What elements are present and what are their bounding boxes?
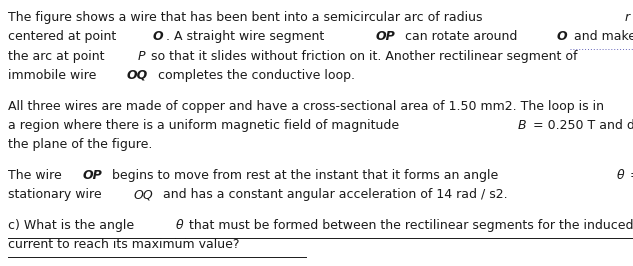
Text: r: r bbox=[625, 11, 630, 24]
Text: θ: θ bbox=[617, 169, 624, 182]
Text: The wire: The wire bbox=[8, 169, 65, 182]
Text: c) What is the angle: c) What is the angle bbox=[8, 219, 138, 232]
Text: = 0.250 T and direction out of: = 0.250 T and direction out of bbox=[529, 119, 633, 132]
Text: B: B bbox=[517, 119, 526, 132]
Text: a region where there is a uniform magnetic field of magnitude: a region where there is a uniform magnet… bbox=[8, 119, 403, 132]
Text: P: P bbox=[137, 49, 145, 63]
Text: OQ: OQ bbox=[134, 188, 153, 201]
Text: stationary wire: stationary wire bbox=[8, 188, 105, 201]
Text: All three wires are made of copper and have a cross-sectional area of 1.50 mm2. : All three wires are made of copper and h… bbox=[8, 99, 604, 113]
Text: begins to move from rest at the instant that it forms an angle: begins to move from rest at the instant … bbox=[108, 169, 502, 182]
Text: and has a constant angular acceleration of 14 rad / s2.: and has a constant angular acceleration … bbox=[159, 188, 508, 201]
Text: OQ: OQ bbox=[127, 69, 148, 82]
Text: θ: θ bbox=[175, 219, 183, 232]
Text: completes the conductive loop.: completes the conductive loop. bbox=[154, 69, 355, 82]
Text: O: O bbox=[153, 30, 163, 43]
Text: that must be formed between the rectilinear segments for the induced: that must be formed between the rectilin… bbox=[185, 219, 633, 232]
Text: current to reach its maximum value?: current to reach its maximum value? bbox=[8, 238, 239, 251]
Text: can rotate around: can rotate around bbox=[401, 30, 522, 43]
Text: The figure shows a wire that has been bent into a semicircular arc of radius: The figure shows a wire that has been be… bbox=[8, 11, 486, 24]
Text: immobile wire: immobile wire bbox=[8, 69, 100, 82]
Text: the plane of the figure.: the plane of the figure. bbox=[8, 138, 152, 151]
Text: . A straight wire segment: . A straight wire segment bbox=[166, 30, 329, 43]
Text: = 0 with the: = 0 with the bbox=[626, 169, 633, 182]
Text: centered at point: centered at point bbox=[8, 30, 120, 43]
Text: so that it slides without friction on it. Another rectilinear segment of: so that it slides without friction on it… bbox=[147, 49, 577, 63]
Text: O: O bbox=[556, 30, 567, 43]
Text: and makes contact with: and makes contact with bbox=[570, 30, 633, 43]
Text: OP: OP bbox=[375, 30, 395, 43]
Text: OP: OP bbox=[82, 169, 102, 182]
Text: = 12.0 cm,: = 12.0 cm, bbox=[632, 11, 633, 24]
Text: the arc at point: the arc at point bbox=[8, 49, 108, 63]
